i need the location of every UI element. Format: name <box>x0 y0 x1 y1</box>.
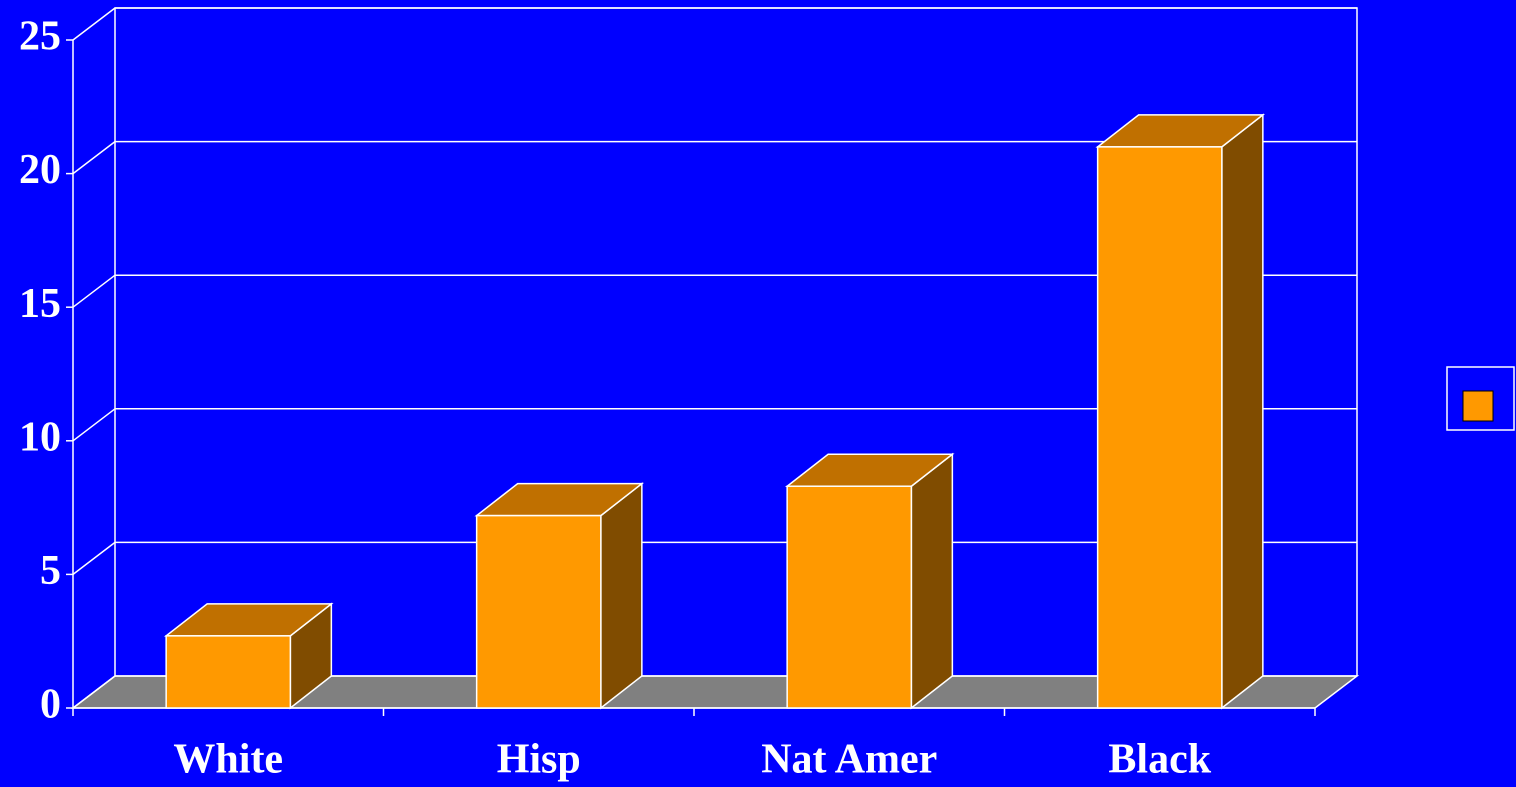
bar-side <box>1221 113 1264 710</box>
y-tick-label: 25 <box>19 14 61 60</box>
y-tick-label: 0 <box>40 682 61 728</box>
legend-swatch <box>1462 390 1494 422</box>
grid-line-side <box>72 408 116 442</box>
bar-side <box>910 452 954 710</box>
x-tick-label: Black <box>1108 737 1211 783</box>
x-tick-label: White <box>173 737 283 783</box>
bar <box>786 485 913 709</box>
y-tick-label: 15 <box>19 281 61 327</box>
bar-side <box>600 482 643 710</box>
y-tick-label: 5 <box>40 548 61 594</box>
bar <box>475 514 602 709</box>
y-tick-label: 20 <box>19 147 61 193</box>
x-tick-label: Nat Amer <box>761 737 937 783</box>
legend <box>1446 366 1515 431</box>
bar <box>165 635 292 709</box>
grid-line-side <box>72 274 116 308</box>
grid-line-side <box>72 7 116 41</box>
bar <box>1096 146 1223 709</box>
x-tick-label: Hisp <box>497 737 581 783</box>
grid-line-side <box>72 675 116 709</box>
grid-line-side <box>72 141 116 175</box>
y-tick-label: 10 <box>19 414 61 460</box>
grid-line-side <box>72 541 116 575</box>
